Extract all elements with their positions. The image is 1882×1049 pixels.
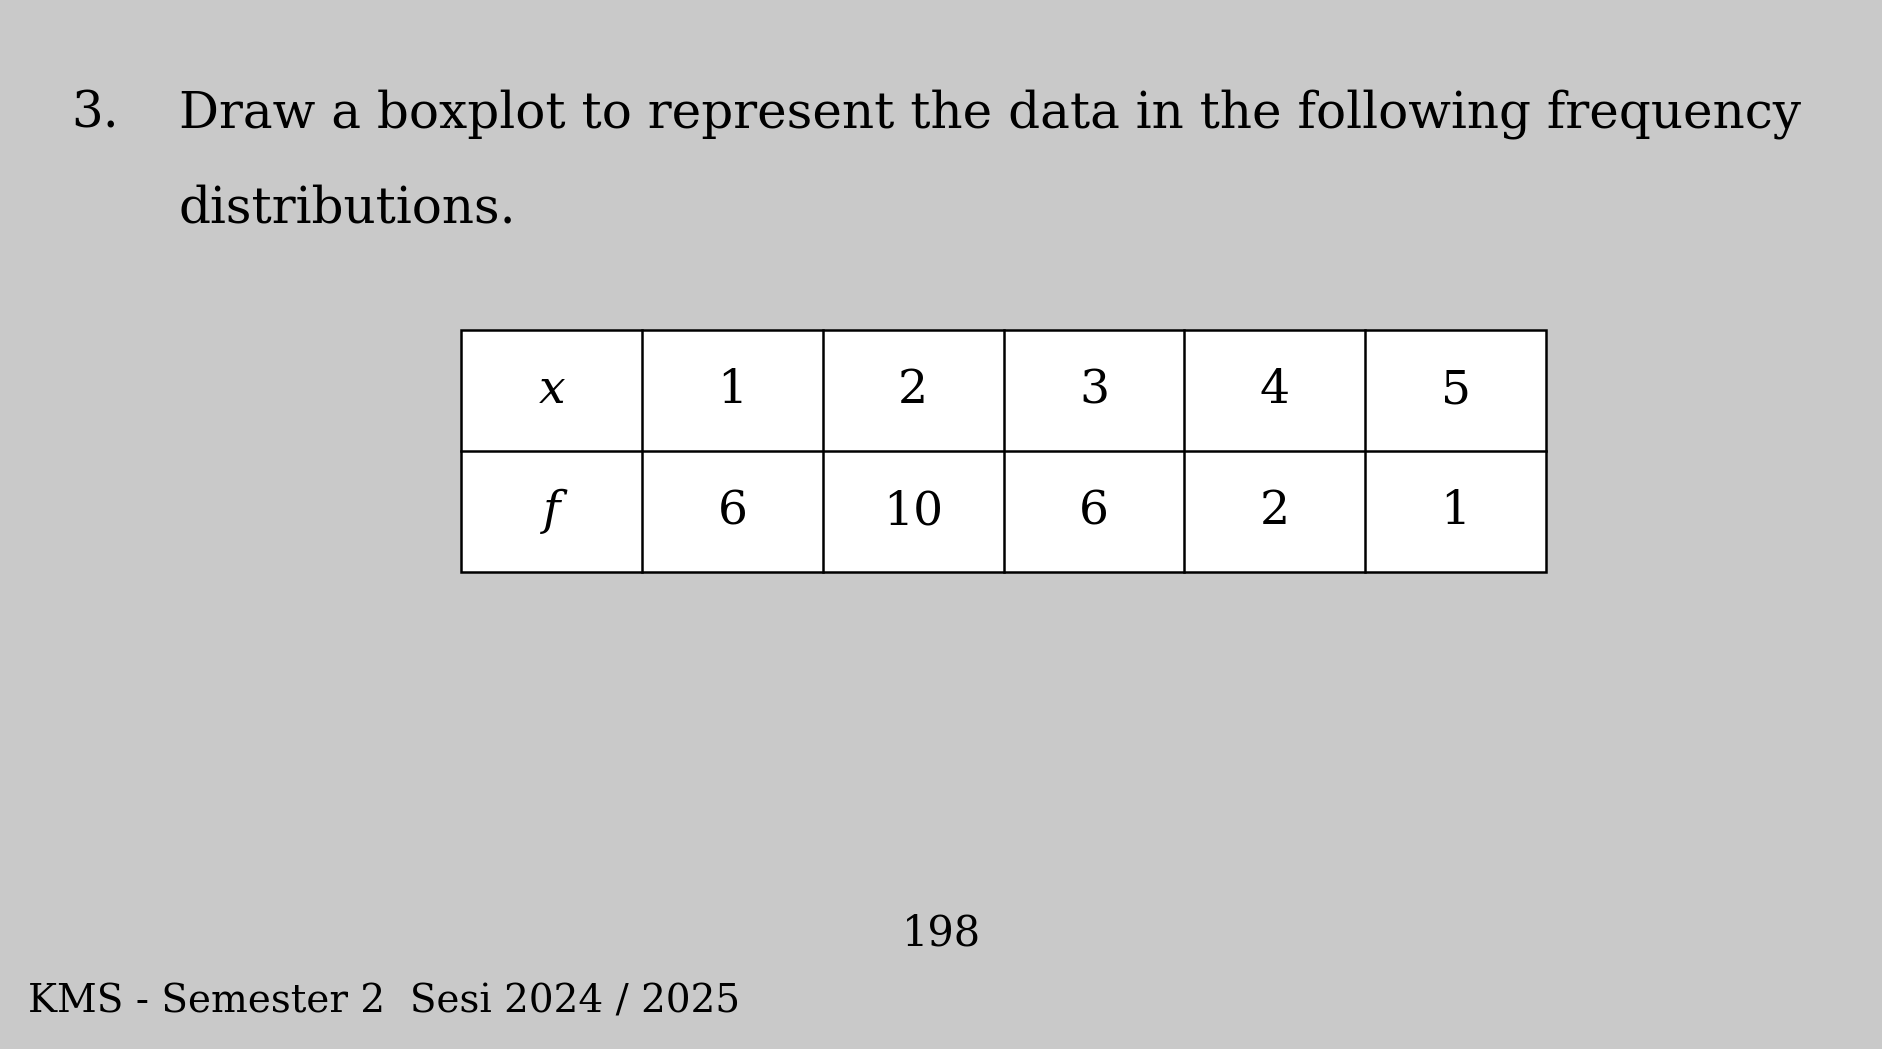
Text: Draw a boxplot to represent the data in the following frequency: Draw a boxplot to represent the data in … [179,89,1799,140]
Text: 4: 4 [1259,368,1289,413]
Text: 5: 5 [1440,368,1470,413]
Text: 2: 2 [1259,489,1289,534]
Text: 10: 10 [883,489,943,534]
Text: 1: 1 [717,368,747,413]
Text: 6: 6 [1078,489,1108,534]
Text: 6: 6 [717,489,747,534]
Text: f: f [542,489,561,534]
Text: 3: 3 [1078,368,1108,413]
Text: 3.: 3. [72,89,119,138]
Text: x: x [538,368,565,413]
Text: KMS - Semester 2  Sesi 2024 / 2025: KMS - Semester 2 Sesi 2024 / 2025 [28,983,740,1021]
Text: distributions.: distributions. [179,184,516,233]
Text: 2: 2 [898,368,928,413]
Text: 198: 198 [901,913,981,955]
Text: 1: 1 [1440,489,1470,534]
Bar [461,330,1545,572]
